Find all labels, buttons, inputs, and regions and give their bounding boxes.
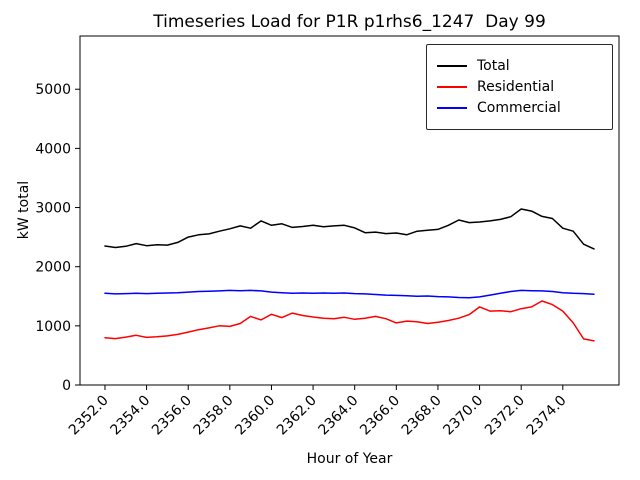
legend-line-swatch-commercial [437, 107, 467, 109]
series-line-residential [104, 300, 595, 342]
legend-label-total: Total [477, 58, 510, 74]
legend-line-swatch-total [437, 65, 467, 67]
x-tick-label: 2370.0 [440, 393, 486, 439]
y-tick-label: 3000 [35, 201, 71, 217]
legend-line-swatch-residential [437, 86, 467, 88]
y-axis-label: kW total [16, 180, 32, 240]
x-tick-label: 2372.0 [482, 393, 528, 439]
legend-item-commercial: Commercial [437, 100, 602, 116]
x-tick-label: 2368.0 [399, 393, 445, 439]
x-tick-label: 2360.0 [232, 393, 278, 439]
x-tick-label: 2356.0 [149, 393, 195, 439]
x-tick-label: 2374.0 [524, 393, 570, 439]
y-tick-label: 5000 [35, 82, 71, 98]
x-tick-label: 2352.0 [66, 393, 112, 439]
legend-item-total: Total [437, 58, 602, 74]
y-tick-label: 1000 [35, 319, 71, 335]
y-tick-label: 0 [62, 378, 71, 394]
x-tick-label: 2362.0 [274, 393, 320, 439]
y-tick-label: 2000 [35, 260, 71, 276]
x-tick-label: 2358.0 [191, 393, 237, 439]
x-tick-label: 2364.0 [316, 393, 362, 439]
series-line-total [104, 208, 595, 250]
x-tick-label: 2354.0 [107, 393, 153, 439]
legend: Total Residential Commercial [426, 44, 613, 130]
x-axis-label: Hour of Year [306, 451, 393, 467]
x-tick-label: 2366.0 [357, 393, 403, 439]
legend-item-residential: Residential [437, 79, 602, 95]
chart-title: Timeseries Load for P1R p1rhs6_1247 Day … [153, 12, 546, 32]
series-line-commercial [104, 289, 595, 299]
y-tick-label: 4000 [35, 141, 71, 157]
legend-label-residential: Residential [477, 79, 555, 95]
legend-label-commercial: Commercial [477, 100, 561, 116]
